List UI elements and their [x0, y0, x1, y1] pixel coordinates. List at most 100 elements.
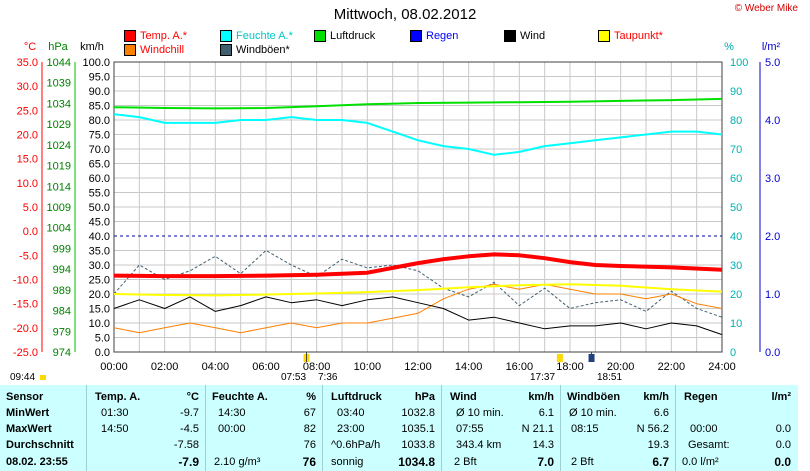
- pressure-tick-label: 989: [53, 285, 71, 297]
- wind-tick-label: 40.0: [89, 231, 110, 243]
- col-humidity: Feuchte A. % 14:30 67 00:00 82 76 2.10 g…: [206, 385, 323, 471]
- wind-tick-label: 60.0: [89, 173, 110, 185]
- x-tick-label: 02:00: [151, 361, 179, 373]
- rain-tick-label: 2.0: [765, 231, 780, 243]
- pressure-tick-label: 999: [53, 243, 71, 255]
- temp-tick-label: 20.0: [17, 130, 38, 142]
- pressure-tick-label: 1044: [47, 57, 71, 69]
- temp-avg-val: -7.58: [173, 439, 199, 451]
- sunset-label: 17:37: [530, 372, 556, 383]
- pressure-avg-val: 1033.8: [401, 439, 435, 451]
- series-line-wind: [113, 296, 723, 336]
- temp-tick-label: -20.0: [13, 323, 38, 335]
- temp-tick-label: -25.0: [13, 347, 38, 359]
- col-temp: Temp. A. °C 01:30 -9.7 14:50 -4.5 -7.58 …: [87, 385, 206, 471]
- rain-tick-label: 4.0: [765, 115, 780, 127]
- col-wind: Wind km/h Ø 10 min. 6.1 07:55 N 21.1 343…: [442, 385, 561, 471]
- gusts-avg10-val: 6.6: [653, 407, 669, 419]
- wind-distance-label: 343.4 km: [456, 439, 502, 451]
- temp-tick-label: 35.0: [17, 57, 38, 69]
- wind-tick-label: 55.0: [89, 188, 110, 200]
- copyright-label[interactable]: © Weber Mike: [734, 3, 798, 14]
- axis-unit-temp: °C: [24, 41, 36, 53]
- temp-tick-label: -10.0: [13, 275, 38, 287]
- humidity-abs-label: 2.10 g/m³: [214, 456, 261, 468]
- wind-tick-label: 75.0: [89, 130, 110, 142]
- wind-tick-label: 35.0: [89, 246, 110, 258]
- plot-frame: [113, 61, 723, 353]
- legend-swatch: [504, 30, 516, 42]
- x-tick-label: 16:00: [506, 361, 534, 373]
- col-gusts: Windböen km/h Ø 10 min. 6.6 08:15 N 56.2…: [561, 385, 676, 471]
- sunrise-end-label: 7:36: [318, 372, 338, 383]
- pressure-unit: hPa: [414, 391, 435, 403]
- temp-tick-label: 30.0: [17, 81, 38, 93]
- series-line-feuchtea: [113, 113, 723, 156]
- wind-max-time: 07:55: [456, 423, 484, 435]
- temp-tick-label: 15.0: [17, 154, 38, 166]
- wind-max-val: N 21.1: [521, 423, 554, 435]
- x-tick-label: 20:00: [607, 361, 635, 373]
- pressure-min-val: 1032.8: [401, 407, 435, 419]
- humidity-min-time: 14:30: [218, 407, 246, 419]
- x-tick-label: 12:00: [404, 361, 432, 373]
- temp-tick-label: 10.0: [17, 178, 38, 190]
- gusts-header: Windböen: [567, 391, 621, 403]
- humidity-min-val: 67: [303, 407, 316, 419]
- sunset-end-label: 18:51: [597, 372, 623, 383]
- humidity-tick-label: 40: [730, 231, 742, 243]
- pressure-max-time: 23:00: [337, 423, 365, 435]
- x-tick-label: 04:00: [202, 361, 230, 373]
- wind-tick-label: 95.0: [89, 72, 110, 84]
- pressure-trend-label: ^0.6hPa/h: [331, 439, 381, 451]
- wind-bft-label: 2 Bft: [454, 456, 477, 468]
- col-sensor: Sensor MinWert MaxWert Durchschnitt 08.0…: [0, 385, 87, 471]
- x-tick-label: 18:00: [556, 361, 584, 373]
- humidity-current-val: 76: [302, 455, 316, 469]
- axis-unit-humidity: %: [724, 41, 734, 53]
- wind-tick-label: 20.0: [89, 289, 110, 301]
- pressure-tick-label: 1014: [47, 181, 71, 193]
- series-line-tempa: [113, 252, 723, 279]
- legend-label: Windchill: [140, 44, 185, 56]
- sensor-header: Sensor: [6, 391, 44, 403]
- gusts-max-val: N 56.2: [636, 423, 669, 435]
- pressure-tick-label: 994: [53, 264, 71, 276]
- legend-swatch: [220, 30, 232, 42]
- gusts-avg10-label: Ø 10 min.: [569, 407, 617, 419]
- wind-tick-label: 80.0: [89, 115, 110, 127]
- wind-tick-label: 45.0: [89, 217, 110, 229]
- pressure-tick-label: 1039: [47, 78, 71, 90]
- humidity-tick-label: 60: [730, 173, 742, 185]
- axis-unit-wind: km/h: [80, 41, 104, 53]
- gusts-bft-label: 2 Bft: [571, 456, 594, 468]
- row-label-avg: Durchschnitt: [6, 439, 74, 451]
- wind-tick-label: 90.0: [89, 86, 110, 98]
- wind-tick-label: 5.0: [95, 333, 110, 345]
- x-tick-label: 24:00: [708, 361, 736, 373]
- legend-item-wind: Wind: [504, 30, 545, 42]
- x-tick-label: 22:00: [658, 361, 686, 373]
- rain-total-val: 0.0: [775, 439, 791, 451]
- pressure-tick-label: 1029: [47, 119, 71, 131]
- rain-current-label: 0.0 l/m²: [682, 456, 719, 468]
- legend-label: Regen: [426, 30, 459, 42]
- humidity-tick-label: 20: [730, 289, 742, 301]
- legend-item-humidity: Feuchte A.*: [220, 30, 293, 42]
- temp-tick-label: -15.0: [13, 299, 38, 311]
- wind-tick-label: 0.0: [95, 347, 110, 359]
- series-line-luftdruck: [113, 97, 723, 110]
- temp-min-time: 01:30: [101, 407, 129, 419]
- legend-item-rain: Regen: [410, 30, 458, 42]
- current-time-marker: [40, 375, 46, 380]
- pressure-min-time: 03:40: [337, 407, 365, 419]
- temp-tick-label: 5.0: [23, 202, 38, 214]
- x-tick-label: 00:00: [100, 361, 128, 373]
- legend-item-gusts: Windböen*: [220, 44, 290, 56]
- legend-swatch: [220, 44, 232, 56]
- wind-tick-label: 85.0: [89, 101, 110, 113]
- legend-item-windchill: Windchill: [124, 44, 184, 56]
- humidity-tick-label: 80: [730, 115, 742, 127]
- axis-unit-rain: l/m²: [762, 41, 781, 53]
- pressure-tick-label: 1009: [47, 202, 71, 214]
